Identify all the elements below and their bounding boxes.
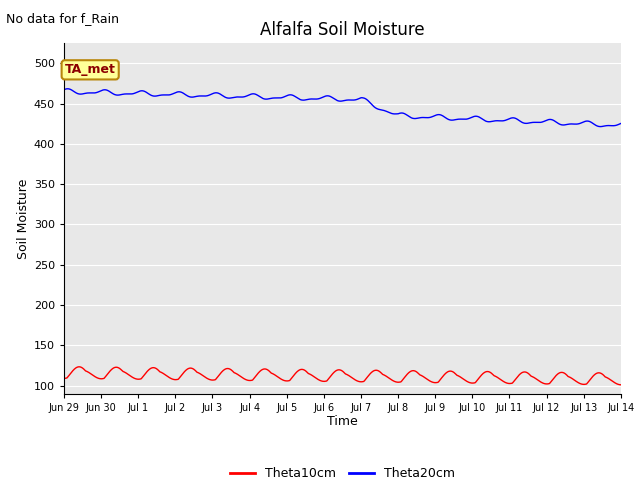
Legend: Theta10cm, Theta20cm: Theta10cm, Theta20cm xyxy=(225,462,460,480)
Title: Alfalfa Soil Moisture: Alfalfa Soil Moisture xyxy=(260,21,425,39)
Text: No data for f_Rain: No data for f_Rain xyxy=(6,12,120,25)
Text: TA_met: TA_met xyxy=(65,63,116,76)
X-axis label: Time: Time xyxy=(327,415,358,429)
Y-axis label: Soil Moisture: Soil Moisture xyxy=(17,178,29,259)
